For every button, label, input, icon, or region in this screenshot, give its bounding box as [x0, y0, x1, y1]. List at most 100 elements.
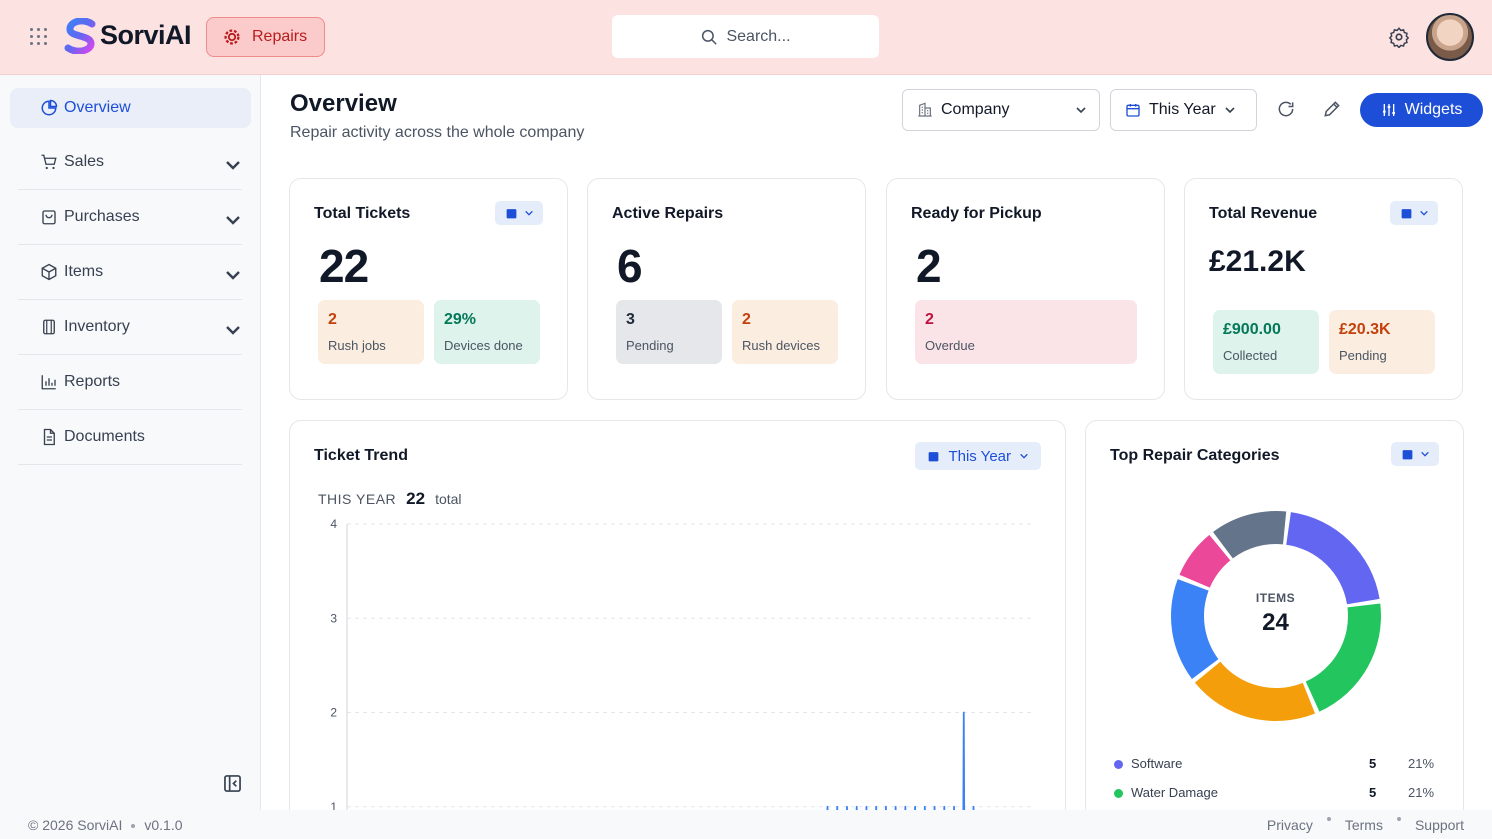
- collapse-sidebar-icon[interactable]: [224, 775, 241, 792]
- footer: © 2026 SorviAI v0.1.0 Privacy Terms Suppo…: [0, 810, 1492, 839]
- ticket-trend-panel: Ticket Trend This Year THIS YEAR 22 tota…: [289, 420, 1066, 820]
- donut-slice[interactable]: [1171, 579, 1219, 679]
- stat-label: Overdue: [925, 338, 975, 353]
- trend-period-value: This Year: [948, 447, 1011, 465]
- warehouse-icon: [43, 319, 55, 335]
- top-bar: SorviAI Repairs Search...: [0, 0, 1492, 75]
- card-period-menu[interactable]: [1390, 201, 1438, 225]
- kpi-card-total-revenue: Total Revenue £21.2K £900.00 Collected £…: [1184, 178, 1463, 400]
- chevron-down-icon: [1020, 453, 1028, 459]
- sidebar-item-purchases[interactable]: Purchases: [18, 190, 242, 245]
- user-avatar[interactable]: [1426, 13, 1474, 61]
- chevron-down-icon[interactable]: [224, 211, 242, 229]
- cart-icon: [41, 154, 57, 170]
- legend-count: 5: [1369, 756, 1377, 771]
- trend-period-select[interactable]: This Year: [915, 442, 1041, 470]
- kpi-card-ready-for-pickup: Ready for Pickup 2 2 Overdue: [886, 178, 1165, 400]
- stat-value: 2: [925, 311, 934, 328]
- calendar-icon: [1126, 104, 1140, 117]
- pie-chart-icon: [41, 99, 58, 116]
- calendar-icon: [506, 208, 516, 218]
- donut-center-value: 24: [1262, 609, 1289, 636]
- sidebar-item-inventory[interactable]: Inventory: [18, 300, 242, 355]
- sidebar: Overview Sales Purchases Items Inventory…: [0, 75, 261, 810]
- donut-slice[interactable]: [1194, 661, 1316, 721]
- y-tick-label: 1: [330, 800, 337, 814]
- trend-caption: THIS YEAR: [318, 491, 397, 507]
- sidebar-item-label: Overview: [64, 99, 131, 116]
- footer-meta: © 2026 SorviAI v0.1.0: [28, 817, 183, 833]
- panel-title: Top Repair Categories: [1110, 447, 1280, 464]
- donut-slice[interactable]: [1213, 511, 1287, 559]
- sidebar-item-overview[interactable]: Overview: [10, 88, 251, 128]
- card-title: Ready for Pickup: [911, 205, 1042, 222]
- chevron-down-icon: [1420, 451, 1429, 457]
- card-title: Total Revenue: [1209, 205, 1318, 222]
- stat-value: 3: [626, 311, 635, 328]
- app-launcher-icon[interactable]: [30, 28, 48, 46]
- legend-swatch: [1114, 760, 1123, 770]
- chevron-down-icon: [524, 210, 533, 216]
- panel-title: Ticket Trend: [314, 447, 408, 464]
- page-subtitle: Repair activity across the whole company: [290, 124, 585, 141]
- legend-percent: 21%: [1408, 756, 1435, 771]
- y-tick-label: 4: [330, 517, 337, 531]
- card-value: 22: [319, 240, 369, 292]
- card-title: Total Tickets: [314, 205, 411, 222]
- chevron-down-icon[interactable]: [224, 156, 242, 174]
- stat-pill-pending-revenue: £20.3K Pending: [1329, 310, 1435, 374]
- stat-label: Pending: [1339, 348, 1387, 363]
- bar-chart-icon: [41, 375, 56, 390]
- chevron-down-icon[interactable]: [224, 321, 242, 339]
- page-title: Overview: [290, 90, 397, 117]
- sidebar-item-label: Inventory: [64, 318, 130, 335]
- card-period-menu[interactable]: [495, 201, 543, 225]
- search-input[interactable]: Search...: [612, 15, 879, 58]
- card-period-menu[interactable]: [1391, 442, 1439, 466]
- search-placeholder: Search...: [726, 27, 791, 45]
- chevron-down-icon: [1225, 107, 1235, 114]
- gear-icon[interactable]: [1388, 26, 1410, 48]
- chevron-down-icon: [1076, 107, 1086, 114]
- ticket-trend-chart: 1 2 3 4: [330, 517, 1035, 819]
- sidebar-item-sales[interactable]: Sales: [18, 135, 242, 190]
- sorviai-logo[interactable]: [64, 18, 98, 54]
- sidebar-item-documents[interactable]: Documents: [18, 410, 242, 465]
- shopping-bag-icon: [42, 210, 56, 225]
- document-icon: [43, 428, 55, 446]
- period-select[interactable]: This Year: [1110, 89, 1257, 131]
- stat-label: Rush jobs: [328, 338, 386, 353]
- trend-series-line: [826, 711, 975, 819]
- sidebar-item-label: Purchases: [64, 208, 140, 225]
- footer-link-terms[interactable]: Terms: [1344, 817, 1383, 833]
- chevron-down-icon[interactable]: [224, 266, 242, 284]
- scope-select[interactable]: Company: [902, 89, 1100, 131]
- sidebar-item-reports[interactable]: Reports: [18, 355, 242, 410]
- legend-swatch: [1114, 789, 1123, 799]
- legend-label: Water Damage: [1131, 785, 1218, 800]
- stat-pill-collected: £900.00 Collected: [1213, 310, 1319, 374]
- period-select-value: This Year: [1149, 101, 1216, 118]
- sidebar-item-items[interactable]: Items: [18, 245, 242, 300]
- widgets-button[interactable]: Widgets: [1360, 93, 1483, 127]
- kpi-card-total-tickets: Total Tickets 22 2 Rush jobs 29% Devices…: [289, 178, 568, 400]
- donut-slice[interactable]: [1286, 512, 1380, 605]
- pencil-icon[interactable]: [1322, 99, 1342, 119]
- donut-slice[interactable]: [1305, 603, 1381, 712]
- box-icon: [41, 263, 57, 281]
- card-value: £21.2K: [1209, 245, 1306, 278]
- donut-slice[interactable]: [1179, 534, 1231, 588]
- module-badge-repairs[interactable]: Repairs: [206, 17, 325, 57]
- building-icon: [918, 102, 932, 117]
- card-title: Active Repairs: [612, 205, 724, 222]
- top-categories-panel: Top Repair Categories ITEMS 24 Software 5…: [1085, 420, 1464, 820]
- footer-link-privacy[interactable]: Privacy: [1266, 817, 1313, 833]
- sidebar-item-label: Items: [64, 263, 104, 280]
- refresh-icon[interactable]: [1276, 99, 1296, 119]
- sidebar-item-label: Reports: [64, 373, 121, 390]
- footer-link-support[interactable]: Support: [1414, 817, 1464, 833]
- stat-pill-overdue: 2 Overdue: [915, 300, 1137, 364]
- stat-label: Pending: [626, 338, 674, 353]
- stat-label: Collected: [1223, 348, 1278, 363]
- categories-donut-chart: [1171, 511, 1381, 721]
